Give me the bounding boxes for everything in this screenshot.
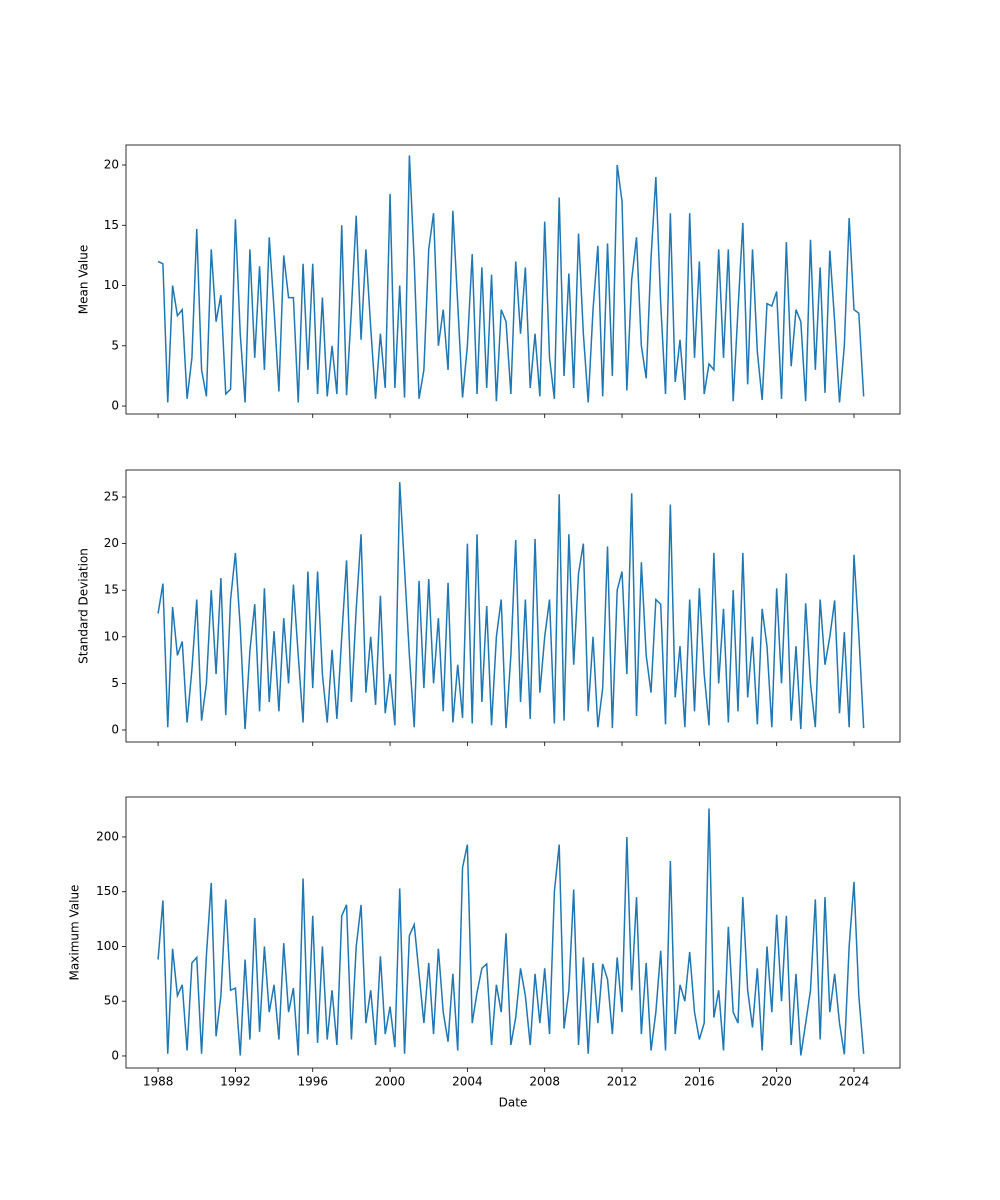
y-tick-label: 150 xyxy=(96,884,119,898)
x-tick-label: 2000 xyxy=(375,1075,406,1089)
y-tick-label: 5 xyxy=(111,338,119,352)
data-line xyxy=(157,482,865,730)
y-tick-label: 10 xyxy=(104,629,119,643)
y-tick-label: 0 xyxy=(111,722,119,736)
x-tick-label: 2012 xyxy=(607,1075,638,1089)
x-tick-label: 1992 xyxy=(220,1075,251,1089)
y-tick-label: 20 xyxy=(104,158,119,172)
data-line xyxy=(157,155,865,403)
x-axis-label: Date xyxy=(499,1096,528,1110)
y-tick-label: 0 xyxy=(111,1048,119,1062)
y-tick-label: 5 xyxy=(111,676,119,690)
x-tick-label: 2004 xyxy=(452,1075,483,1089)
x-tick-label: 2008 xyxy=(529,1075,560,1089)
axes-frame xyxy=(125,469,901,743)
y-tick-label: 10 xyxy=(104,278,119,292)
y-axis-label: Maximum Value xyxy=(68,885,82,981)
y-axis-label: Mean Value xyxy=(77,245,91,314)
y-tick-label: 100 xyxy=(96,939,119,953)
y-tick-label: 20 xyxy=(104,536,119,550)
x-tick-label: 2024 xyxy=(839,1075,870,1089)
x-tick-label: 2016 xyxy=(684,1075,715,1089)
y-tick-label: 15 xyxy=(104,583,119,597)
axes-frame xyxy=(125,796,901,1069)
y-tick-label: 0 xyxy=(111,399,119,413)
x-tick-label: 2020 xyxy=(761,1075,792,1089)
x-tick-label: 1996 xyxy=(297,1075,328,1089)
data-line xyxy=(157,808,865,1056)
y-tick-label: 50 xyxy=(104,994,119,1008)
y-tick-label: 200 xyxy=(96,829,119,843)
y-tick-label: 25 xyxy=(104,490,119,504)
y-tick-label: 15 xyxy=(104,218,119,232)
y-axis-label: Standard Deviation xyxy=(77,548,91,664)
axes-frame xyxy=(125,144,901,415)
x-tick-label: 1988 xyxy=(143,1075,174,1089)
